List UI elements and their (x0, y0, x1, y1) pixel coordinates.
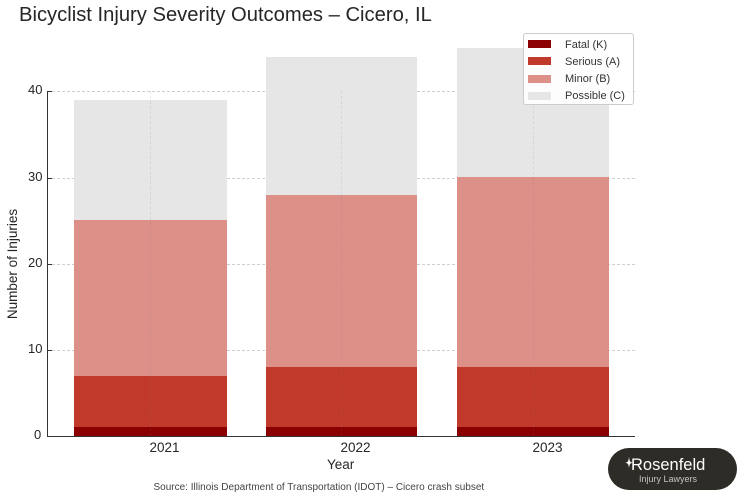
svg-text:Injury Lawyers: Injury Lawyers (639, 474, 698, 484)
svg-text:Rosenfeld: Rosenfeld (631, 456, 705, 474)
